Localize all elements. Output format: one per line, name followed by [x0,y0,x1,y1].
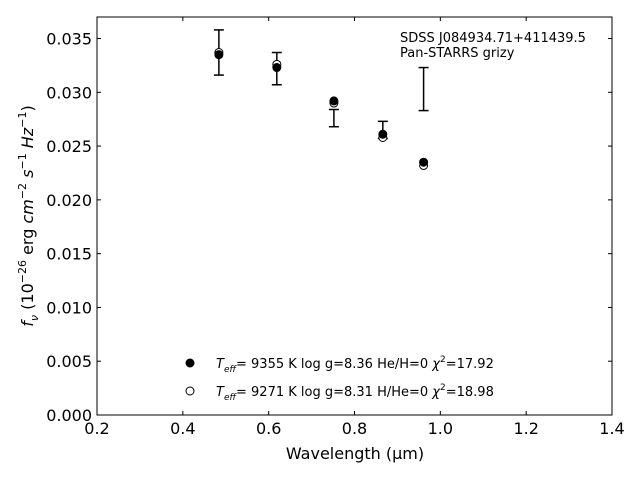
model-point-filled [419,157,429,167]
legend-label: Teff= 9271 K log g=8.31 H/He=0 χ2=18.98 [216,383,494,403]
svg-text:fν (10−26 erg cm−2 s−1 Hz−1): fν (10−26 erg cm−2 s−1 Hz−1) [16,105,41,326]
y-tick-label: 0.025 [46,137,92,156]
y-tick-label: 0.000 [46,406,92,425]
x-tick-label: 1.0 [428,419,453,438]
y-axis-label: fν (10−26 erg cm−2 s−1 Hz−1) [16,105,41,326]
y-tick-label: 0.035 [46,30,92,49]
y-tick-label: 0.010 [46,298,92,317]
x-tick-label: 1.4 [599,419,624,438]
x-tick-label: 0.6 [256,419,281,438]
y-tick-label: 0.015 [46,245,92,264]
legend-marker [185,358,195,368]
model-point-filled [272,63,282,73]
axis-ticks: 0.2 0.4 0.6 0.8 1.0 1.2 1.4 0.000 0.005 0.010 0.01… [46,17,625,438]
y-tick-label: 0.030 [46,83,92,102]
data-points [214,47,429,170]
x-tick-label: 0.4 [170,419,195,438]
annotation-object-name: SDSS J084934.71+411439.5 [400,31,586,46]
legend-marker [185,386,195,396]
x-tick-label: 0.8 [342,419,367,438]
legend-entry: Teff= 9271 K log g=8.31 H/He=0 χ2=18.98 [185,383,494,403]
annotation-survey: Pan-STARRS grizy [400,46,515,61]
legend-entry: Teff= 9355 K log g=8.36 He/H=0 χ2=17.92 [185,355,494,375]
x-tick-label: 0.2 [84,419,109,438]
model-point-filled [329,96,339,106]
model-point-filled [378,129,388,139]
y-tick-label: 0.020 [46,191,92,210]
legend-label: Teff= 9355 K log g=8.36 He/H=0 χ2=17.92 [216,355,494,375]
y-tick-label: 0.005 [46,352,92,371]
x-axis-label: Wavelength (μm) [286,444,424,463]
error-bar [328,108,339,128]
x-tick-label: 1.2 [513,419,538,438]
error-bars [213,29,429,140]
model-point-filled [214,50,224,60]
legend: Teff= 9355 K log g=8.36 He/H=0 χ2=17.92 T… [185,355,494,403]
error-bar [418,66,429,112]
plot-frame [96,16,613,416]
